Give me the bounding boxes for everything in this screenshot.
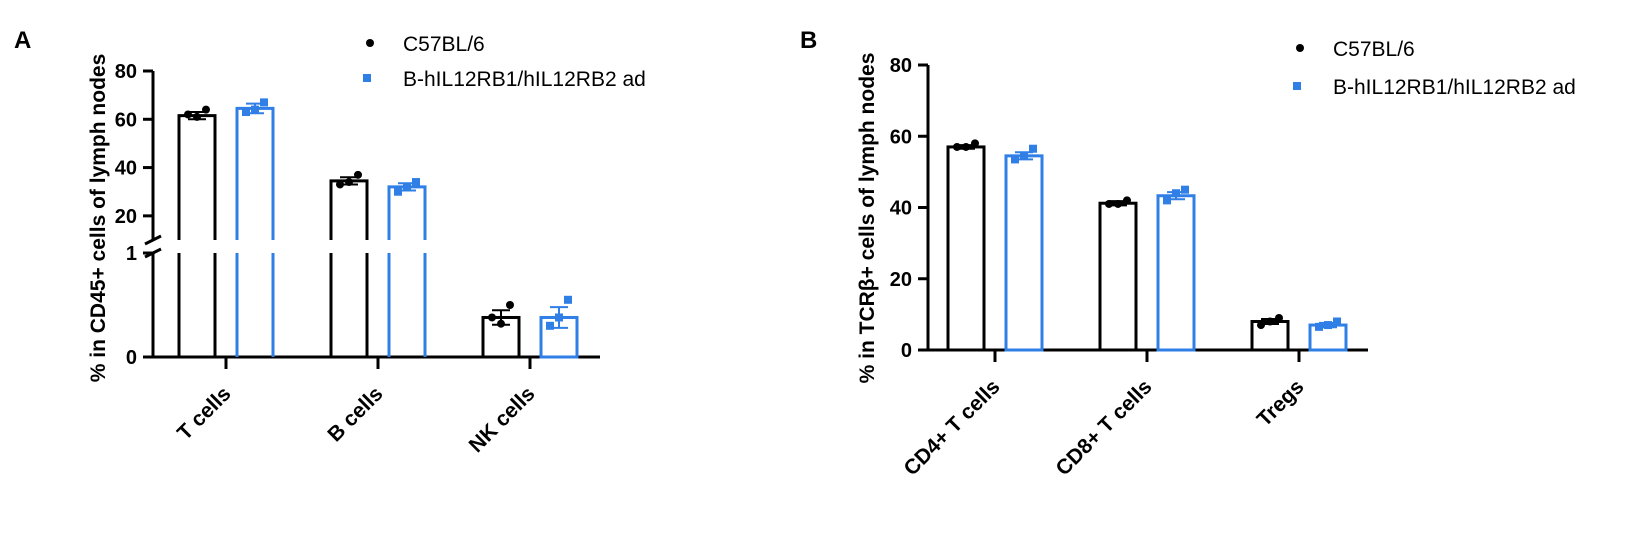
bar: [946, 145, 986, 352]
y-tick-label: 60: [115, 109, 137, 131]
y-tick-label: 80: [115, 61, 137, 83]
y-tick-label: 40: [890, 198, 912, 220]
data-point: [354, 170, 362, 179]
panel-a: A % in CD45+ cells of lymph nodes C57BL/…: [14, 27, 646, 457]
data-point: [1181, 185, 1189, 194]
panel-b: B % in TCRβ+ cells of lymph nodes C57BL/…: [800, 27, 1576, 480]
panel-a-legend-series1: C57BL/6: [403, 33, 485, 56]
data-point: [555, 313, 563, 322]
bar: [387, 185, 427, 357]
x-tick-label: NK cells: [465, 382, 540, 457]
x-tick-label: CD4+ T cells: [900, 375, 1005, 480]
data-point: [251, 105, 259, 114]
data-point: [1123, 196, 1131, 205]
panel-b-legend-series2: B-hIL12RB1/hIL12RB2 ad: [1333, 76, 1576, 99]
data-point: [403, 182, 411, 191]
data-point: [546, 321, 554, 330]
y-tick-label: 20: [890, 269, 912, 291]
y-tick-label: 60: [890, 126, 912, 148]
data-point: [1114, 199, 1122, 208]
x-tick-label: B cells: [323, 382, 387, 446]
data-point: [1333, 317, 1341, 326]
x-tick-label: T cells: [173, 382, 235, 444]
y-tick-label: 0: [901, 340, 912, 362]
axis-break-mark: [144, 234, 162, 246]
bar: [235, 106, 275, 357]
data-point: [506, 301, 514, 309]
panel-b-plot: 0 20 40 60 80 CD4+ T cells CD8+ T cells Tregs: [890, 55, 1368, 480]
data-point: [1266, 317, 1274, 326]
panel-b-legend: C57BL/6 B-hIL12RB1/hIL12RB2 ad: [1293, 38, 1576, 99]
data-point: [962, 142, 970, 151]
data-point: [488, 313, 496, 322]
data-point: [1020, 151, 1028, 160]
data-point: [1172, 189, 1180, 198]
data-point: [345, 178, 353, 187]
data-point: [1011, 155, 1019, 164]
data-point: [564, 295, 572, 304]
legend-marker-hil12rb: [363, 74, 371, 82]
data-point: [336, 180, 344, 189]
data-point: [242, 108, 250, 117]
panel-b-y-axis-label: % in TCRβ+ cells of lymph nodes: [856, 53, 879, 384]
data-point: [1275, 313, 1283, 322]
bar: [1156, 194, 1196, 352]
x-tick-label: Tregs: [1253, 375, 1309, 431]
data-point: [193, 112, 201, 121]
panel-a-legend: C57BL/6 B-hIL12RB1/hIL12RB2 ad: [363, 33, 646, 91]
bar: [1004, 154, 1044, 352]
data-point: [497, 319, 505, 328]
panel-b-label: B: [800, 27, 817, 54]
data-point: [971, 139, 979, 148]
data-point: [1163, 196, 1171, 205]
legend-marker-hil12rb: [1293, 82, 1301, 90]
data-point: [202, 105, 210, 114]
bar: [1098, 201, 1138, 352]
panel-b-legend-series1: C57BL/6: [1333, 38, 1415, 61]
y-tick-label: 1: [126, 243, 137, 265]
data-point: [1257, 321, 1265, 330]
data-point: [412, 178, 420, 187]
legend-marker-c57bl6: [366, 39, 374, 47]
data-point: [1324, 321, 1332, 330]
data-point: [260, 98, 268, 107]
y-tick-label: 0: [126, 347, 137, 369]
data-point: [1315, 322, 1323, 331]
panel-a-y-axis-label: % in CD45+ cells of lymph nodes: [87, 54, 110, 383]
data-point: [953, 142, 961, 151]
panel-a-label: A: [14, 27, 31, 54]
y-tick-label: 40: [115, 158, 137, 180]
data-point: [1105, 199, 1113, 208]
y-tick-label: 20: [115, 206, 137, 228]
panel-a-legend-series2: B-hIL12RB1/hIL12RB2 ad: [403, 68, 646, 91]
y-tick-label: 80: [890, 55, 912, 77]
bar: [177, 114, 217, 357]
data-point: [184, 110, 192, 119]
x-tick-label: CD8+ T cells: [1052, 375, 1157, 480]
data-point: [1029, 144, 1037, 153]
legend-marker-c57bl6: [1296, 44, 1304, 52]
panel-a-plot: 0 1 20 40 60 80 T cells B cells NK cells: [115, 61, 600, 457]
data-point: [394, 187, 402, 196]
bar: [329, 179, 369, 357]
